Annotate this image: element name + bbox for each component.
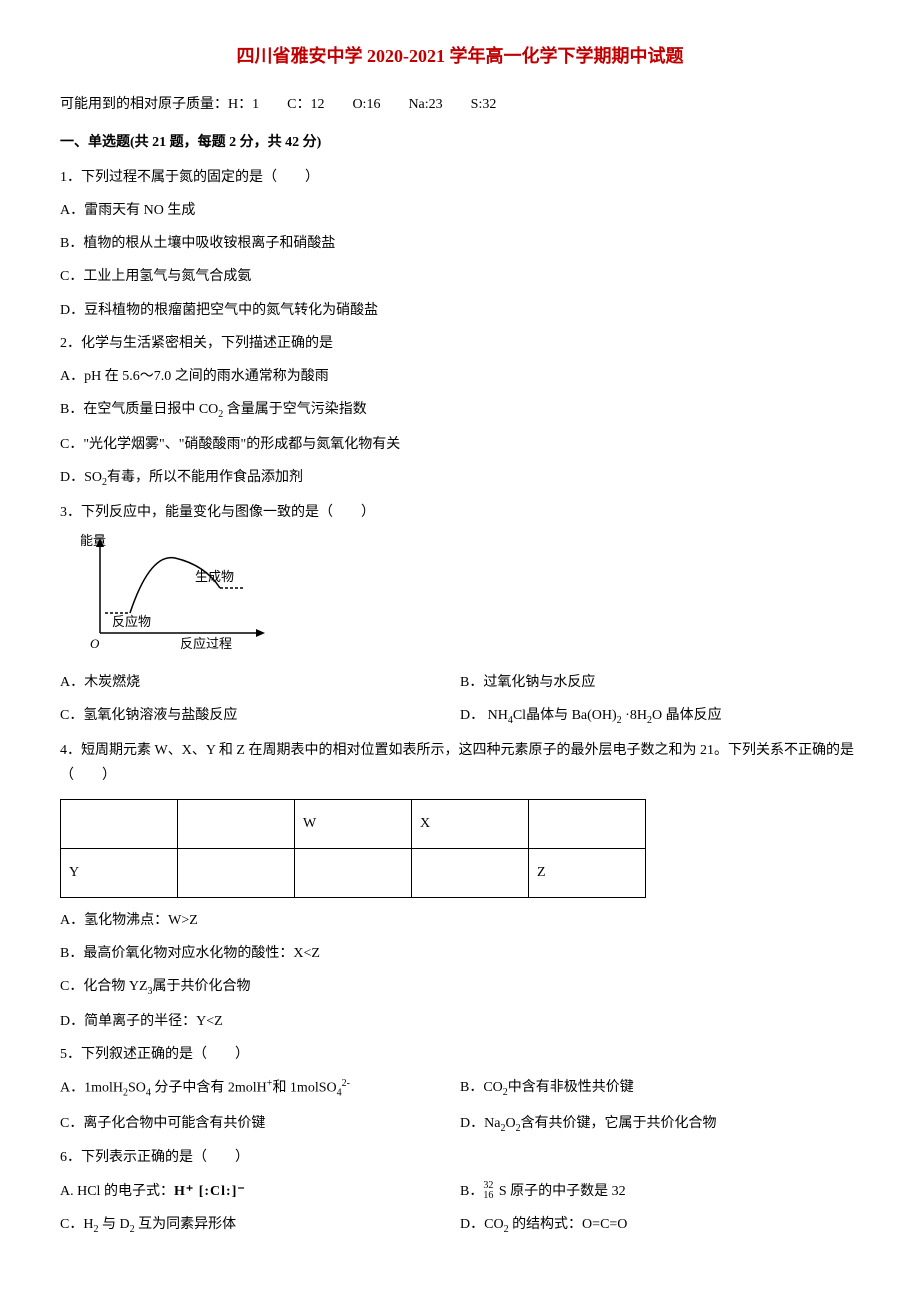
q3-d-post: O 晶体反应 (652, 708, 722, 723)
table-row: Y Z (61, 848, 646, 897)
q1-option-a: A．雷雨天有 NO 生成 (60, 198, 860, 223)
q4-option-a: A．氢化物沸点：W>Z (60, 908, 860, 933)
cell-r1-c1 (61, 799, 178, 848)
q4-periodic-table: W X Y Z (60, 799, 646, 898)
q6-c-pre: C．H (60, 1217, 93, 1232)
q5-options: A．1molH2SO4 分子中含有 2molH+和 1molSO42- B．CO… (60, 1075, 860, 1145)
q1-stem: 1．下列过程不属于氮的固定的是（ ） (60, 165, 860, 190)
q4-option-b: B．最高价氧化物对应水化物的酸性：X<Z (60, 941, 860, 966)
cell-r2-c5: Z (529, 848, 646, 897)
q4-option-d: D．简单离子的半径：Y<Z (60, 1009, 860, 1034)
q6-d-pre: D．CO (460, 1217, 504, 1232)
cell-r2-c3 (295, 848, 412, 897)
reactant-label: 反应物 (112, 614, 151, 629)
q6-c-mid: 与 D (98, 1217, 129, 1232)
q5-b-post: 中含有非极性共价键 (508, 1080, 634, 1095)
isotope-notation: 3216 (483, 1181, 493, 1201)
q6-stem: 6．下列表示正确的是（ ） (60, 1145, 860, 1170)
q4-c-post: 属于共价化合物 (153, 979, 251, 994)
q6-d-post: 的结构式：O=C=O (509, 1217, 628, 1232)
q5-a-mid2: 分子中含有 2molH (151, 1081, 267, 1096)
q3-energy-graph: 能量 反应物 生成物 O 反应过程 (80, 533, 860, 662)
q5-option-b: B．CO2中含有非极性共价键 (460, 1075, 860, 1102)
q3-option-b: B．过氧化钠与水反应 (460, 670, 860, 695)
q5-a-pre: A．1molH (60, 1081, 123, 1096)
q6-option-a: A. HCl 的电子式：H⁺ [:Cl:]⁻ (60, 1179, 460, 1204)
cell-r1-c3: W (295, 799, 412, 848)
q5-a-mid1: SO (128, 1081, 146, 1096)
q4-c-pre: C．化合物 YZ (60, 979, 148, 994)
q5-option-c: C．离子化合物中可能含有共价键 (60, 1111, 460, 1138)
origin-label: O (90, 636, 100, 651)
section-header: 一、单选题(共 21 题，每题 2 分，共 42 分) (60, 130, 860, 155)
page-title: 四川省雅安中学 2020-2021 学年高一化学下学期期中试题 (60, 40, 860, 72)
q5-stem: 5．下列叙述正确的是（ ） (60, 1042, 860, 1067)
q2-b-pre: B．在空气质量日报中 CO (60, 402, 218, 417)
cell-r2-c1: Y (61, 848, 178, 897)
q2-option-c: C．"光化学烟雾"、"硝酸酸雨"的形成都与氮氧化物有关 (60, 432, 860, 457)
q2-stem: 2．化学与生活紧密相关，下列描述正确的是 (60, 331, 860, 356)
q2-d-post: 有毒，所以不能用作食品添加剂 (107, 470, 303, 485)
q6-options: A. HCl 的电子式：H⁺ [:Cl:]⁻ B．3216 S 原子的中子数是 … (60, 1179, 860, 1247)
q4-option-c: C．化合物 YZ3属于共价化合物 (60, 974, 860, 1001)
q5-d-post: 含有共价键，它属于共价化合物 (521, 1116, 717, 1131)
energy-curve (130, 558, 220, 613)
q6-a-pre: A. HCl 的电子式： (60, 1184, 174, 1199)
sub-4: 4 (337, 1088, 342, 1099)
q2-option-d: D．SO2有毒，所以不能用作食品添加剂 (60, 465, 860, 492)
energy-diagram-svg: 能量 反应物 生成物 O 反应过程 (80, 533, 280, 653)
atomic-number: 16 (483, 1191, 493, 1201)
q2-option-b: B．在空气质量日报中 CO2 含量属于空气污染指数 (60, 397, 860, 424)
q2-d-pre: D．SO (60, 470, 102, 485)
q6-option-b: B．3216 S 原子的中子数是 32 (460, 1179, 860, 1204)
q5-d-pre: D．Na (460, 1116, 500, 1131)
q2-b-post: 含量属于空气污染指数 (223, 402, 367, 417)
atomic-mass-info: 可能用到的相对原子质量：H：1 C：12 O:16 Na:23 S:32 (60, 92, 860, 117)
q5-b-pre: B．CO (460, 1080, 503, 1095)
q3-options: A．木炭燃烧 B．过氧化钠与水反应 C．氢氧化钠溶液与盐酸反应 D． NH4Cl… (60, 670, 860, 738)
q6-option-d: D．CO2 的结构式：O=C=O (460, 1212, 860, 1239)
cell-r2-c2 (178, 848, 295, 897)
q6-c-post: 互为同素异形体 (135, 1217, 237, 1232)
q6-b-post: S 原子的中子数是 32 (495, 1184, 625, 1199)
y-axis-label: 能量 (80, 533, 106, 548)
q4-stem: 4．短周期元素 W、X、Y 和 Z 在周期表中的相对位置如表所示，这四种元素原子… (60, 738, 860, 788)
q3-option-d: D． NH4Cl晶体与 Ba(OH)2 ·8H2O 晶体反应 (460, 703, 860, 730)
x-axis-label: 反应过程 (180, 636, 232, 651)
q6-option-c: C．H2 与 D2 互为同素异形体 (60, 1212, 460, 1239)
q1-option-b: B．植物的根从土壤中吸收铵根离子和硝酸盐 (60, 231, 860, 256)
table-row: W X (61, 799, 646, 848)
q6-b-pre: B． (460, 1184, 483, 1199)
cell-r2-c4 (412, 848, 529, 897)
product-label: 生成物 (195, 569, 234, 584)
q3-d-mid1: Cl晶体与 Ba(OH) (513, 708, 617, 723)
q1-option-d: D．豆科植物的根瘤菌把空气中的氮气转化为硝酸盐 (60, 298, 860, 323)
q3-option-c: C．氢氧化钠溶液与盐酸反应 (60, 703, 460, 730)
cell-r1-c5 (529, 799, 646, 848)
q5-a-mid3: 和 1molSO (272, 1081, 336, 1096)
cell-r1-c4: X (412, 799, 529, 848)
q3-option-a: A．木炭燃烧 (60, 670, 460, 695)
q2-option-a: A．pH 在 5.6～7.0 之间的雨水通常称为酸雨 (60, 364, 860, 389)
electron-formula: H⁺ [:Cl:]⁻ (174, 1179, 246, 1204)
q5-d-mid: O (505, 1116, 515, 1131)
sup-2minus: 2- (342, 1078, 350, 1089)
q5-option-a: A．1molH2SO4 分子中含有 2molH+和 1molSO42- (60, 1075, 460, 1102)
q3-d-mid2: ·8H (622, 708, 647, 723)
cell-r1-c2 (178, 799, 295, 848)
q1-option-c: C．工业上用氢气与氮气合成氨 (60, 264, 860, 289)
q5-option-d: D．Na2O2含有共价键，它属于共价化合物 (460, 1111, 860, 1138)
x-axis-arrow (256, 629, 265, 637)
q3-stem: 3．下列反应中，能量变化与图像一致的是（ ） (60, 500, 860, 525)
q3-d-pre: D． NH (460, 708, 508, 723)
